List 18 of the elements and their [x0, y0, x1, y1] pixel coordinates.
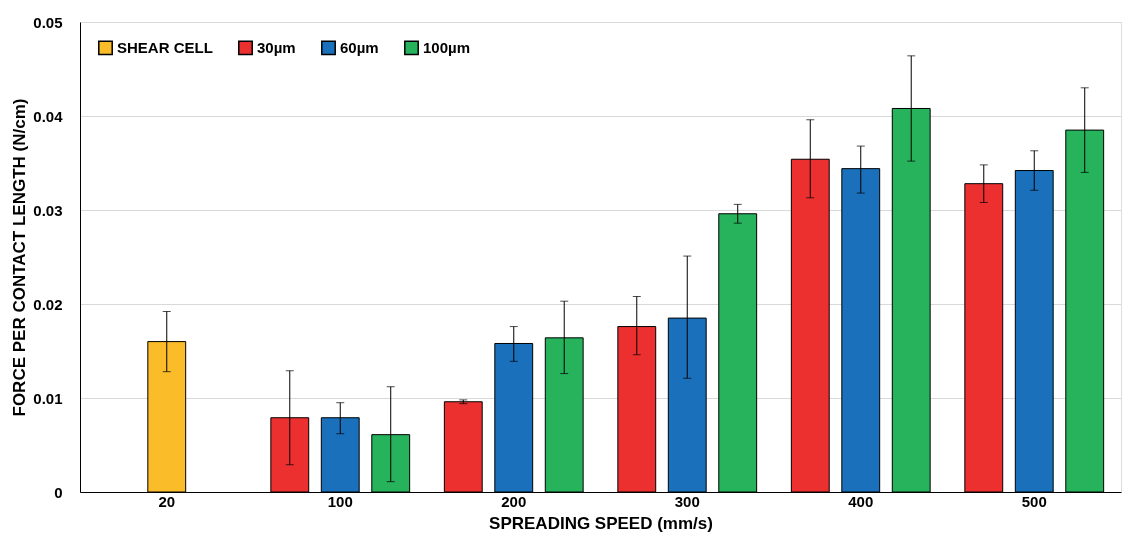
- y-tick-label: 0.03: [33, 201, 63, 219]
- y-tick-label: 0.02: [33, 295, 63, 313]
- x-tick-label: 20: [158, 492, 176, 510]
- y-tick-label: 0: [54, 483, 63, 501]
- x-tick-label: 500: [1021, 492, 1047, 510]
- legend-label: 60µm: [340, 38, 379, 56]
- legend-label: 100µm: [423, 38, 471, 56]
- legend-label: SHEAR CELL: [117, 38, 213, 56]
- y-axis-title: FORCE PER CONTACT LENGTH (N/cm): [10, 98, 30, 417]
- y-tick-label: 0.04: [33, 107, 64, 125]
- x-axis-title: SPREADING SPEED (mm/s): [489, 513, 713, 533]
- y-tick-label: 0.05: [33, 13, 63, 31]
- x-tick-label: 400: [848, 492, 874, 510]
- legend-label: 30µm: [257, 38, 296, 56]
- y-tick-label: 0.01: [33, 389, 63, 407]
- x-tick-label: 300: [674, 492, 700, 510]
- x-tick-label: 100: [327, 492, 353, 510]
- x-tick-label: 200: [501, 492, 527, 510]
